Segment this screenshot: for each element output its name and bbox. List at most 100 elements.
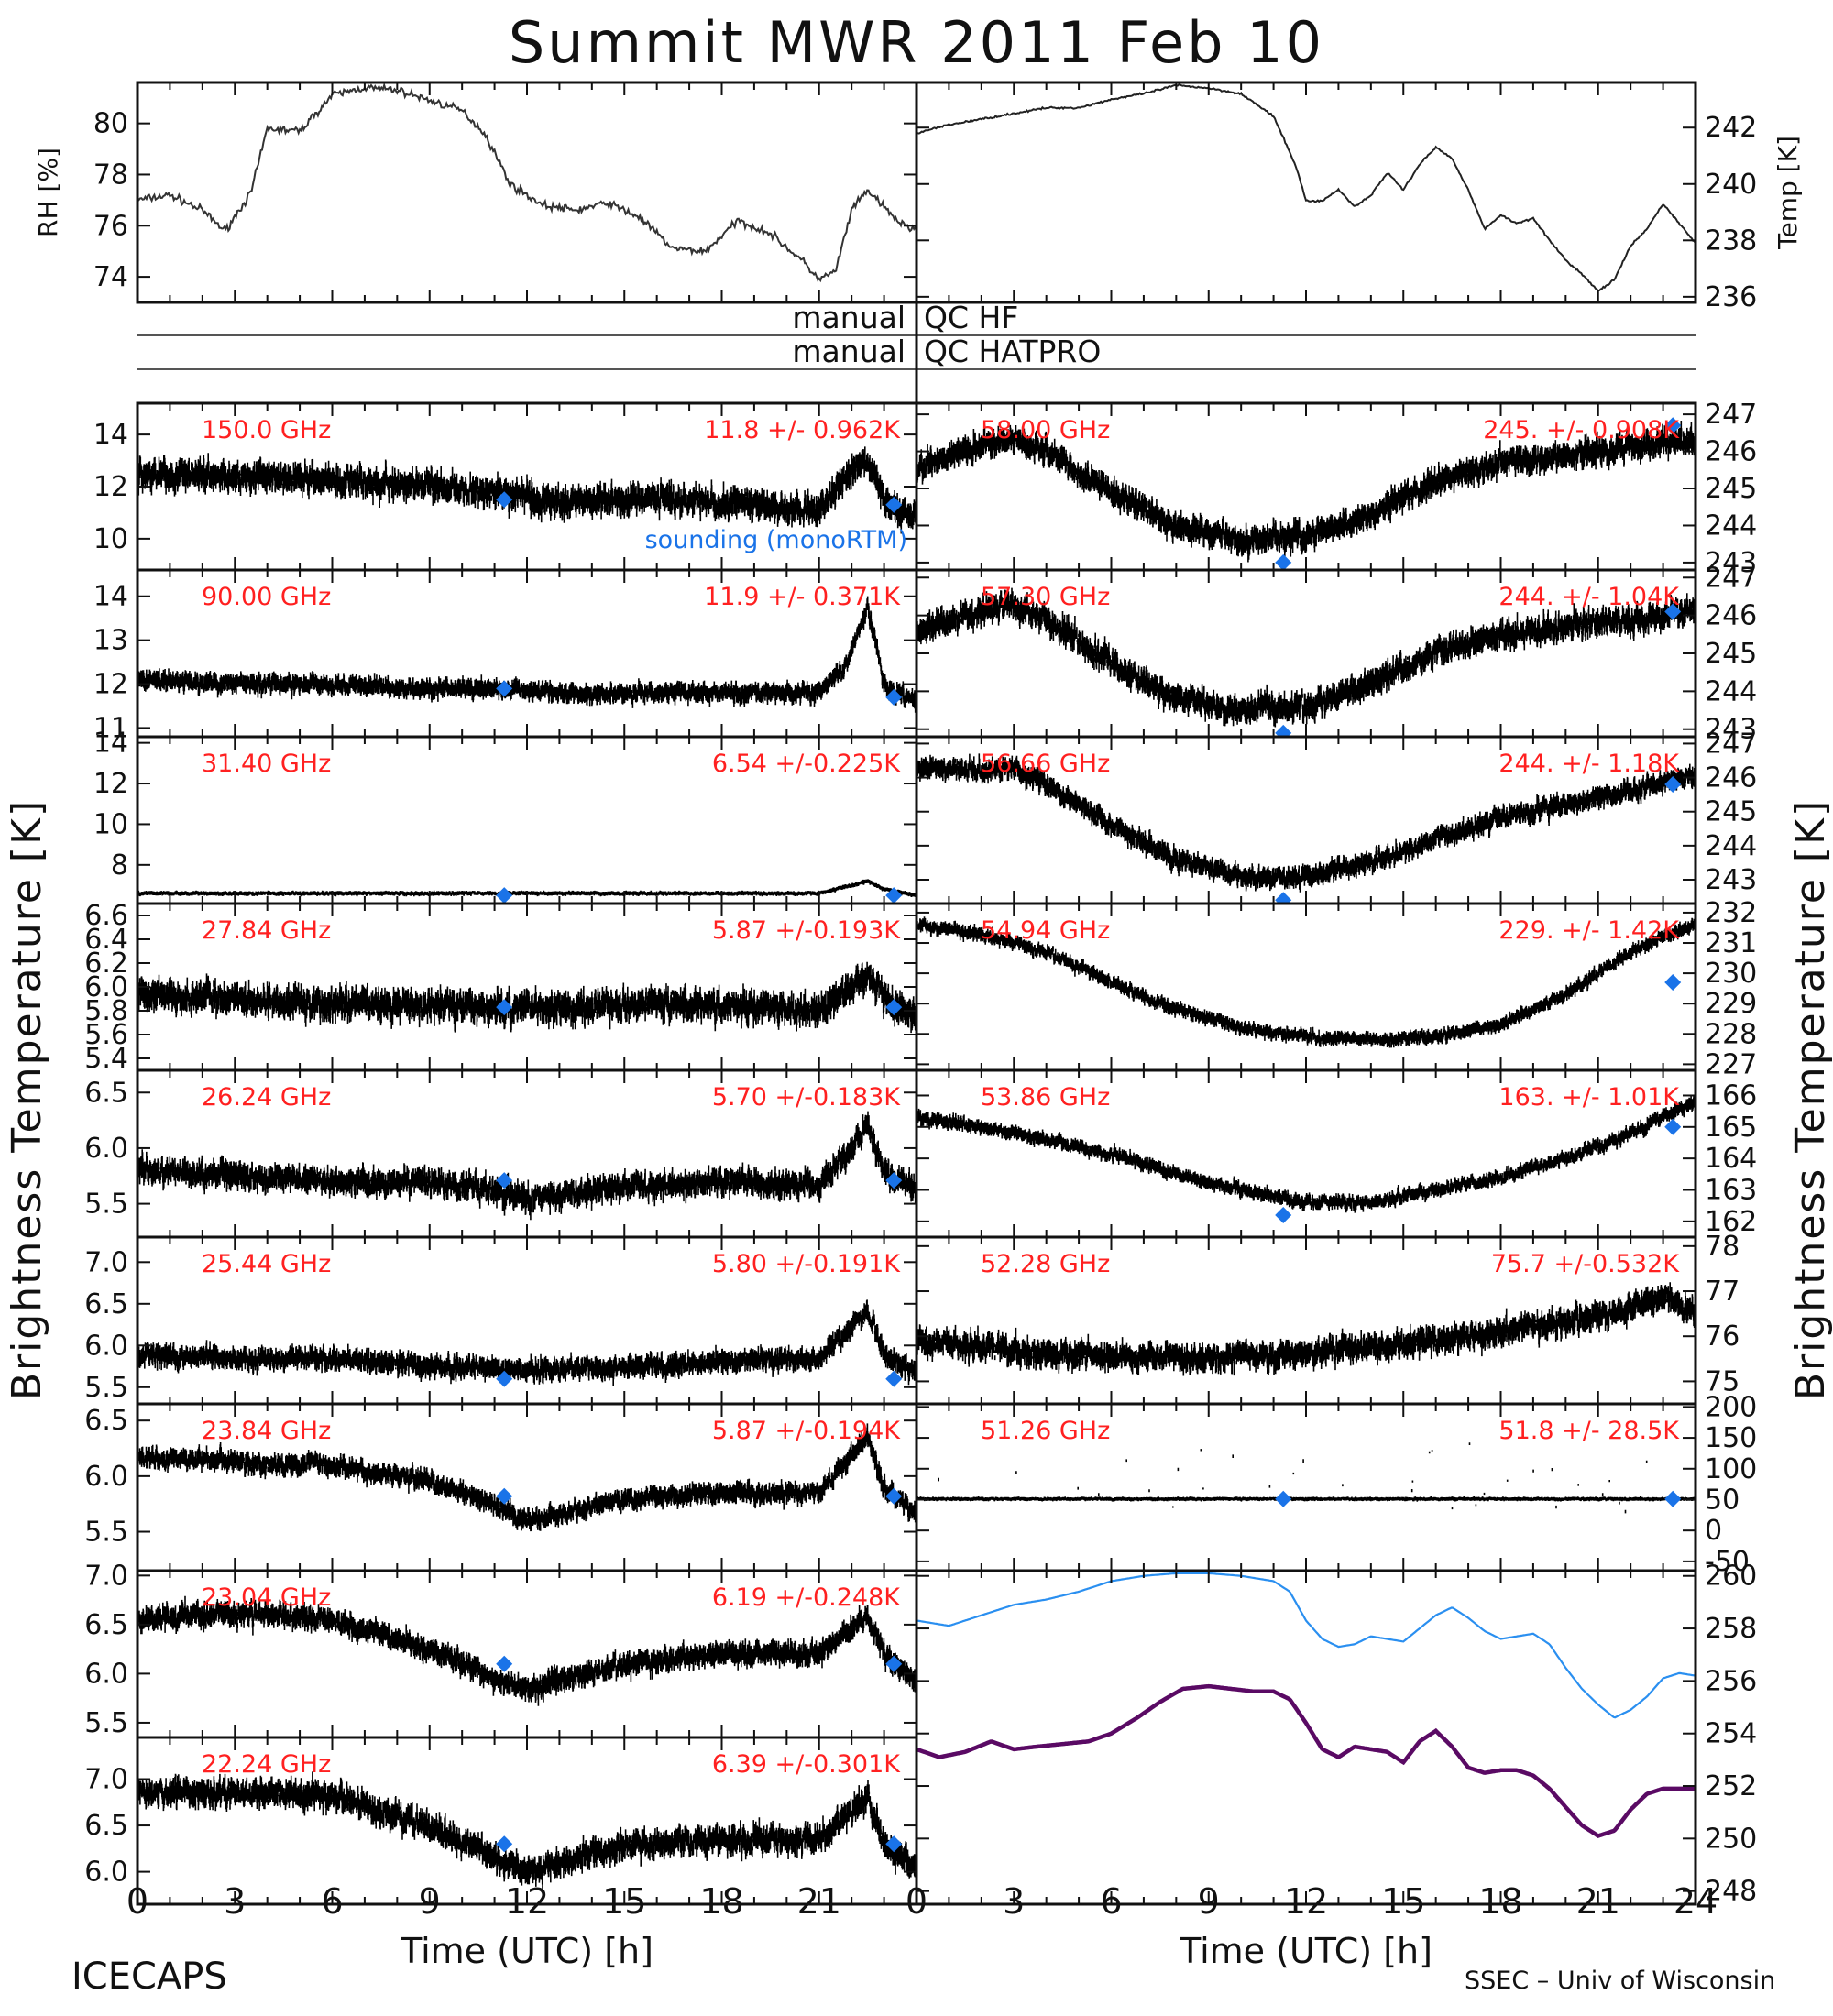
l90-plot	[137, 596, 916, 713]
rh-ytick-label: 74	[93, 261, 128, 293]
temp-ytick-label: 242	[1705, 112, 1757, 144]
r52-plot	[916, 1282, 1696, 1376]
bb-ytick-label: 248	[1705, 1876, 1757, 1908]
l31-ytick-label: 14	[93, 728, 128, 760]
l23_04-ytick-label: 5.5	[84, 1707, 128, 1739]
r57-ytick-label: 245	[1705, 638, 1757, 670]
r57-ytick-label: 243	[1705, 714, 1757, 746]
r58-ytick-label: 246	[1705, 436, 1757, 468]
r51-data-points	[916, 1442, 1696, 1514]
r51-ytick-label: -50	[1705, 1546, 1750, 1578]
bb-hatpro-line	[916, 1572, 1696, 1719]
r52-ytick-label: 78	[1705, 1231, 1740, 1263]
panel-l23_04: 5.5 6.0 6.5 7.0 23.04 GHz 6.19 +/-0.248K	[84, 1560, 918, 1739]
r53-frequency: 53.86 GHz	[981, 1083, 1110, 1112]
l26-plot	[137, 1111, 916, 1221]
l27-ytick-label: 5.8	[84, 995, 128, 1027]
r58-sounding-marker	[1664, 417, 1682, 434]
l31-ytick-label: 12	[93, 768, 128, 800]
panel-r57: 243 244 245 246 247 57.30 GHz 244. +/- 1.04K	[915, 562, 1757, 746]
bb-ytick-label: 256	[1705, 1665, 1757, 1697]
r52-ytick-label: 77	[1705, 1276, 1740, 1308]
r54-ytick-label: 228	[1705, 1018, 1757, 1050]
x-tick-label-right: 9	[1198, 1881, 1220, 1922]
l27-sounding-marker	[885, 999, 903, 1016]
l150-sounding-marker	[496, 491, 513, 509]
panel-l27: 5.45.65.86.06.26.46.6 27.84 GHz 5.87 +/-0.…	[84, 900, 918, 1075]
l23_04-ytick-label: 6.0	[84, 1658, 128, 1690]
x-axis-label-left: Time (UTC) [h]	[400, 1931, 653, 1971]
l22-data-points	[137, 1771, 916, 1889]
r58-sounding-marker	[1275, 553, 1292, 570]
bb-ytick-label: 260	[1705, 1561, 1757, 1593]
panel-r52: 75 76 77 78 52.28 GHz 75.7 +/-0.532K	[915, 1231, 1740, 1406]
r54-ytick-label: 227	[1705, 1048, 1757, 1080]
temp-ytick-label: 238	[1705, 225, 1757, 257]
l23_04-ytick-label: 6.5	[84, 1609, 128, 1641]
r58-data-points	[916, 421, 1696, 563]
r58-ytick-label: 247	[1705, 399, 1757, 431]
r51-ytick-label: 50	[1705, 1484, 1740, 1516]
r57-sounding-marker	[1664, 603, 1682, 620]
chart-title: Summit MWR 2011 Feb 10	[509, 9, 1324, 76]
l23_04-ytick-label: 7.0	[84, 1560, 128, 1592]
panel-l90: 11 12 13 14 90.00 GHz 11.9 +/- 0.371K	[93, 568, 918, 744]
l25-data-points	[137, 1299, 916, 1386]
r56-stat: 244. +/- 1.18K	[1498, 750, 1680, 778]
r57-ytick-label: 246	[1705, 600, 1757, 632]
l27-frequency: 27.84 GHz	[202, 916, 331, 945]
l27-stat: 5.87 +/-0.193K	[712, 916, 901, 945]
l31-ytick-label: 8	[111, 849, 128, 882]
r58-plot	[916, 417, 1696, 570]
r58-ytick-label: 243	[1705, 547, 1757, 579]
x-tick-label-left: 15	[602, 1881, 646, 1922]
r51-ytick-label: 0	[1705, 1515, 1722, 1547]
l90-frequency: 90.00 GHz	[202, 583, 331, 611]
r56-sounding-marker	[1275, 892, 1292, 904]
r51-sounding-marker	[1664, 1490, 1682, 1507]
r57-ytick-label: 247	[1705, 562, 1757, 594]
temp-ylabel: Temp [K]	[1773, 136, 1803, 250]
l22-stat: 6.39 +/-0.301K	[712, 1750, 901, 1779]
sounding-legend: sounding (monoRTM)	[645, 526, 907, 554]
l22-ytick-label: 6.0	[84, 1857, 128, 1889]
x-tick-label-left: 12	[505, 1881, 549, 1922]
l25-ytick-label: 7.0	[84, 1246, 128, 1278]
l31-sounding-marker	[885, 887, 903, 904]
l90-ytick-label: 11	[93, 712, 128, 744]
r53-stat: 163. +/- 1.01K	[1498, 1083, 1680, 1112]
bb-plot	[916, 1572, 1696, 1838]
x-axis: 0 3 6 9 12 15 18 21 0 3 6 9 12 15 18 21 24	[126, 1881, 1718, 1922]
r57-data-points	[916, 587, 1696, 728]
l150-ytick-label: 10	[93, 523, 128, 555]
l150-ytick-label: 12	[93, 471, 128, 503]
l23_84-stat: 5.87 +/-0.194K	[712, 1417, 901, 1445]
r53-ytick-label: 165	[1705, 1112, 1757, 1144]
x-axis-label-right: Time (UTC) [h]	[1179, 1931, 1432, 1971]
x-tick-label-right: 12	[1284, 1881, 1328, 1922]
x-tick-label-right: 3	[1003, 1881, 1025, 1922]
panel-r58: 243 244 245 246 247 58.00 GHz 245. +/- 0.908K	[915, 399, 1757, 579]
l31-ytick-label: 10	[93, 808, 128, 840]
panel-l22: 6.0 6.5 7.0 22.24 GHz 6.39 +/-0.301K	[84, 1736, 918, 1906]
r52-stat: 75.7 +/-0.532K	[1491, 1250, 1680, 1278]
r52-data-points	[916, 1282, 1696, 1376]
l22-frequency: 22.24 GHz	[202, 1750, 331, 1779]
l25-sounding-marker	[496, 1370, 513, 1387]
l23_84-plot	[137, 1423, 916, 1532]
footer-left: ICECAPS	[71, 1956, 227, 1998]
l150-stat: 11.8 +/- 0.962K	[704, 416, 901, 444]
l90-ytick-label: 13	[93, 625, 128, 657]
rh-ytick-label: 76	[93, 210, 128, 242]
l23_84-frequency: 23.84 GHz	[202, 1417, 331, 1445]
l27-ytick-label: 6.0	[84, 971, 128, 1003]
l31-frequency: 31.40 GHz	[202, 750, 331, 778]
r56-sounding-marker	[1664, 776, 1682, 793]
r54-ytick-label: 230	[1705, 958, 1757, 990]
l26-ytick-label: 6.0	[84, 1133, 128, 1165]
bb-ytick-label: 254	[1705, 1718, 1757, 1750]
l26-sounding-marker	[496, 1172, 513, 1189]
